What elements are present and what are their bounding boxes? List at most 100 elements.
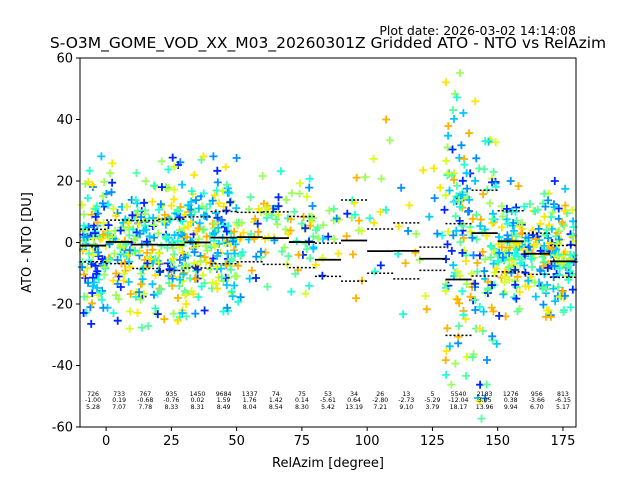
- scatter-point: [313, 223, 322, 232]
- scatter-point: [224, 188, 233, 197]
- scatter-point: [430, 164, 438, 173]
- scatter-point: [542, 230, 551, 239]
- scatter-point: [454, 322, 463, 331]
- bin-mean-label: -6.15: [555, 397, 571, 404]
- scatter-point: [385, 136, 394, 145]
- scatter-point: [458, 176, 467, 185]
- scatter-point: [239, 228, 248, 237]
- scatter-point: [444, 131, 453, 140]
- scatter-point: [198, 271, 207, 280]
- scatter-point: [513, 272, 522, 281]
- scatter-point: [175, 226, 184, 235]
- scatter-point: [334, 249, 343, 258]
- scatter-point: [80, 292, 89, 301]
- scatter-point: [568, 206, 577, 215]
- scatter-point: [109, 204, 118, 213]
- scatter-point: [533, 205, 542, 214]
- scatter-point: [218, 187, 227, 196]
- scatter-point: [497, 223, 506, 232]
- scatter-point: [167, 239, 176, 248]
- scatter-point: [554, 283, 562, 292]
- scatter-point: [150, 221, 159, 230]
- scatter-point: [556, 292, 564, 301]
- scatter-point: [133, 308, 142, 317]
- scatter-point: [422, 305, 431, 314]
- scatter-point: [452, 226, 461, 235]
- scatter-point: [319, 221, 328, 230]
- scatter-point: [216, 264, 225, 273]
- scatter-point: [297, 219, 306, 228]
- scatter-point: [441, 356, 450, 365]
- scatter-point: [544, 306, 553, 315]
- scatter-point: [215, 199, 223, 208]
- scatter-point: [553, 239, 562, 248]
- scatter-point: [357, 227, 366, 236]
- scatter-point: [528, 263, 536, 271]
- y-tick-label: -20: [52, 298, 73, 313]
- scatter-point: [88, 180, 97, 189]
- scatter-point: [466, 292, 475, 301]
- scatter-point: [133, 206, 142, 215]
- x-tick-label: 150: [485, 434, 510, 449]
- scatter-point: [448, 145, 457, 154]
- scatter-point: [173, 237, 182, 246]
- scatter-point: [453, 295, 462, 304]
- y-tick-label: 0: [65, 236, 73, 251]
- scatter-point: [226, 265, 235, 274]
- scatter-point: [257, 247, 265, 256]
- scatter-point: [564, 275, 573, 284]
- scatter-point: [509, 226, 518, 235]
- scatter-point: [555, 227, 564, 236]
- scatter-point: [106, 169, 114, 178]
- scatter-point: [113, 256, 122, 264]
- scatter-point: [444, 122, 453, 130]
- bin-mean-label: 1.42: [269, 397, 283, 404]
- scatter-point: [98, 234, 106, 243]
- scatter-point: [554, 204, 563, 213]
- scatter-point: [444, 227, 453, 236]
- scatter-point: [330, 235, 338, 244]
- scatter-point: [458, 287, 467, 296]
- scatter-point: [109, 234, 118, 243]
- scatter-point: [157, 157, 166, 166]
- bin-mean-label: 1.76: [243, 397, 257, 404]
- scatter-point: [549, 284, 558, 293]
- scatter-point: [558, 287, 567, 296]
- bin-std-label: 18.17: [450, 404, 468, 411]
- scatter-point: [199, 152, 208, 161]
- y-tick-label: -60: [52, 421, 73, 436]
- scatter-point: [221, 163, 230, 171]
- scatter-point: [481, 255, 490, 264]
- scatter-point: [302, 192, 311, 201]
- scatter-point: [173, 294, 182, 302]
- scatter-point: [369, 218, 378, 227]
- scatter-point: [548, 208, 557, 217]
- scatter-point: [136, 280, 145, 289]
- scatter-point: [318, 253, 327, 262]
- scatter-point: [186, 211, 195, 219]
- scatter-point: [405, 201, 414, 210]
- scatter-point: [97, 295, 106, 304]
- scatter-point: [488, 281, 496, 290]
- bin-mean-label: -5.61: [320, 397, 336, 404]
- scatter-point: [553, 252, 562, 261]
- scatter-point: [169, 309, 178, 318]
- scatter-point: [305, 174, 314, 183]
- scatter-point: [466, 227, 475, 236]
- scatter-point: [170, 185, 179, 194]
- scatter-point: [512, 294, 521, 303]
- scatter-point: [442, 156, 451, 165]
- scatter-point: [530, 278, 539, 287]
- scatter-point: [85, 249, 94, 258]
- scatter-point: [480, 165, 489, 174]
- scatter-point: [224, 222, 233, 230]
- scatter-point: [258, 172, 267, 180]
- scatter-point: [517, 218, 526, 227]
- scatter-point: [93, 267, 102, 276]
- scatter-point: [236, 293, 245, 302]
- scatter-point: [471, 176, 480, 185]
- scatter-point: [223, 303, 232, 312]
- scatter-point: [465, 195, 474, 204]
- scatter-point: [411, 248, 420, 257]
